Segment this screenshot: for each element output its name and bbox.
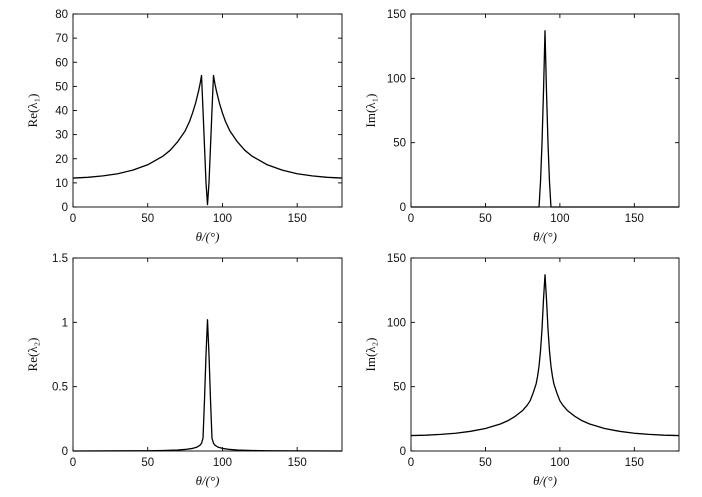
x-tick-label: 0 — [70, 457, 76, 469]
chart-panel-1: 0 50 100 150 0 10 20 30 40 50 60 70 80 θ/(°) Re(λ₁) — [25, 9, 343, 244]
series-line-1 — [411, 30, 679, 208]
x-tick-label: 100 — [213, 457, 232, 469]
x-axis-label: θ/(°) — [533, 473, 557, 488]
x-tick-label: 0 — [408, 457, 414, 469]
y-tick-label: 0.5 — [52, 382, 68, 394]
series-line-1 — [72, 74, 343, 206]
y-tick-label: 1.5 — [52, 253, 68, 265]
chart-panel-2: 0 50 100 150 0 50 100 150 θ/(°) Im(λ₁) — [363, 9, 680, 244]
x-axis-label: θ/(°) — [196, 473, 220, 488]
chart-panel-4: 0 50 100 150 0 50 100 150 θ/(°) Im(λ₂) — [363, 253, 680, 488]
y-tick-label: 0 — [62, 446, 68, 458]
y-axis-label: Re(λ₂) — [25, 338, 40, 372]
x-tick-label: 100 — [550, 213, 569, 225]
x-tick-label: 100 — [213, 213, 232, 225]
plot-frame — [410, 13, 680, 208]
series-line-1 — [410, 274, 680, 437]
y-tick-label: 0 — [400, 202, 406, 214]
y-tick-label: 60 — [55, 57, 68, 69]
x-tick-label: 100 — [550, 457, 569, 469]
y-tick-label: 50 — [393, 138, 406, 150]
chart-panel-3: 0 50 100 150 0 0.5 1 1.5 θ/(°) Re(λ₂) — [25, 253, 343, 488]
x-tick-label: 50 — [141, 457, 154, 469]
y-tick-label: 100 — [387, 73, 406, 85]
x-tick-label: 150 — [288, 213, 307, 225]
y-tick-label: 150 — [387, 9, 406, 21]
x-tick-label: 50 — [141, 213, 154, 225]
y-tick-label: 20 — [55, 154, 68, 166]
series-line-1 — [72, 319, 343, 452]
plot-frame — [72, 257, 343, 452]
y-tick-label: 30 — [55, 130, 68, 142]
y-tick-label: 40 — [55, 106, 68, 118]
y-tick-label: 0 — [400, 446, 406, 458]
y-tick-label: 50 — [393, 382, 406, 394]
x-axis-label: θ/(°) — [196, 229, 220, 244]
y-tick-label: 70 — [55, 33, 68, 45]
x-tick-label: 150 — [625, 457, 644, 469]
y-tick-label: 150 — [387, 253, 406, 265]
y-tick-label: 100 — [387, 317, 406, 329]
x-tick-label: 150 — [625, 213, 644, 225]
y-tick-label: 1 — [62, 317, 68, 329]
y-axis-label: Im(λ₁) — [363, 94, 378, 128]
plot-frame — [72, 13, 343, 208]
plot-frame — [410, 257, 680, 452]
x-tick-label: 0 — [408, 213, 414, 225]
y-tick-label: 10 — [55, 178, 68, 190]
y-tick-label: 50 — [55, 81, 68, 93]
x-tick-label: 150 — [288, 457, 307, 469]
x-tick-label: 50 — [479, 213, 492, 225]
y-axis-label: Im(λ₂) — [363, 338, 378, 372]
x-axis-label: θ/(°) — [533, 229, 557, 244]
y-axis-label: Re(λ₁) — [25, 94, 40, 128]
y-tick-label: 80 — [55, 9, 68, 21]
x-tick-label: 0 — [70, 213, 76, 225]
x-tick-label: 50 — [479, 457, 492, 469]
y-tick-label: 0 — [62, 202, 68, 214]
